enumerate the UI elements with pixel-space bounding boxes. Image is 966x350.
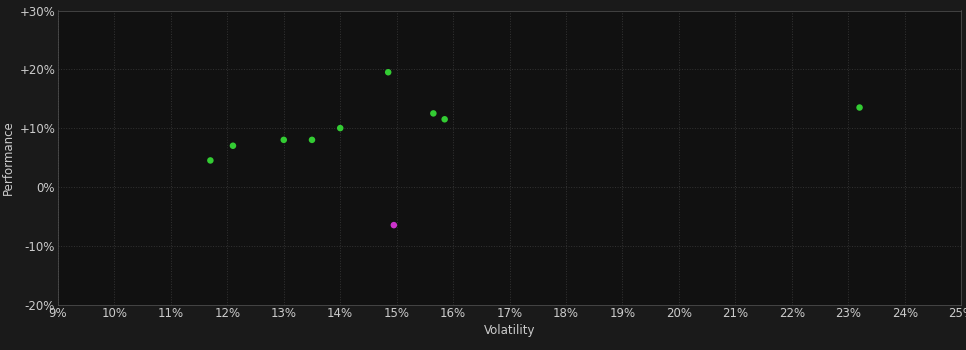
Point (386, 222, 402, 228)
Point (332, 125, 348, 131)
Point (852, 105, 867, 110)
Point (225, 143, 241, 148)
Point (381, 69, 396, 75)
Point (426, 111, 441, 116)
Point (276, 137, 292, 143)
Point (203, 158, 218, 163)
Point (437, 117, 452, 122)
Y-axis label: Performance: Performance (2, 120, 15, 195)
Point (304, 137, 320, 143)
X-axis label: Volatility: Volatility (484, 324, 535, 337)
